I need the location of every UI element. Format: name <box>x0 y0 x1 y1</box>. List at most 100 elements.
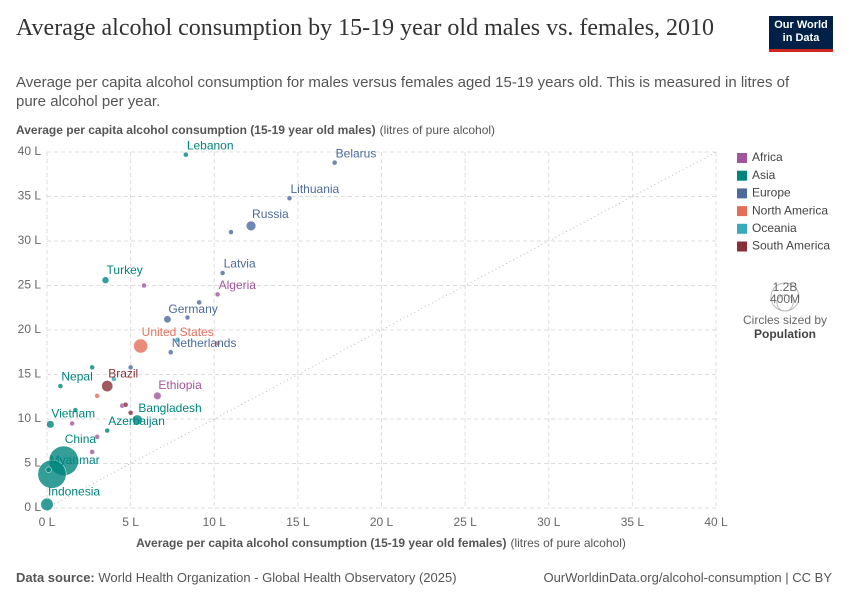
point <box>45 466 52 473</box>
x-tick-label: 35 L <box>621 515 645 529</box>
size-legend-circle <box>776 294 794 312</box>
point <box>111 376 117 382</box>
point <box>331 159 338 166</box>
y-tick-label: 15 L <box>18 367 42 381</box>
point <box>219 270 226 276</box>
y-tick-label: 25 L <box>18 278 42 292</box>
source-text[interactable]: World Health Organization - Global Healt… <box>98 570 457 585</box>
point <box>89 449 95 455</box>
point <box>214 340 221 347</box>
x-tick-label: 0 L <box>39 515 56 529</box>
logo-line: Our World <box>774 19 828 31</box>
legend-item[interactable]: Europe <box>737 186 791 200</box>
point <box>228 229 234 235</box>
legend-item[interactable]: Africa <box>737 150 783 164</box>
legend-label: Africa <box>752 150 783 164</box>
point <box>37 459 67 489</box>
legend-item[interactable]: North America <box>737 203 828 217</box>
legend-swatch <box>737 241 747 252</box>
point <box>94 434 100 440</box>
point <box>153 391 162 400</box>
logo[interactable]: Our World in Data <box>769 16 833 52</box>
y-tick-label: 10 L <box>18 411 42 425</box>
size-legend-variable: Population <box>754 327 816 341</box>
x-tick-label: 15 L <box>286 515 310 529</box>
legend-swatch <box>737 188 747 199</box>
point <box>40 497 54 511</box>
point-label: Myanmar <box>50 453 100 467</box>
size-legend-title: Circles sized by <box>743 313 827 327</box>
point-label: Turkey <box>107 263 143 277</box>
legend-item[interactable]: Oceania <box>737 221 797 235</box>
legend-label: Oceania <box>752 221 797 235</box>
point-label: Latvia <box>224 257 256 271</box>
x-tick-label: 5 L <box>122 515 139 529</box>
x-axis-label: Average per capita alcohol consumption (… <box>136 536 506 550</box>
point <box>89 364 95 371</box>
x-tick-label: 30 L <box>537 515 561 529</box>
source: Data source: World Health Organization -… <box>16 570 457 585</box>
y-tick-label: 35 L <box>18 189 42 203</box>
y-axis-label: Average per capita alcohol consumption (… <box>16 123 376 137</box>
point-label: Germany <box>168 302 217 316</box>
chart-title: Average alcohol consumption by 15-19 yea… <box>16 15 715 41</box>
point <box>133 338 149 354</box>
point <box>184 314 191 321</box>
legend-item[interactable]: Asia <box>737 168 776 182</box>
point <box>214 291 221 298</box>
point <box>127 364 134 371</box>
point <box>57 383 64 389</box>
source-label: Data source: <box>16 570 95 585</box>
point-label: Indonesia <box>48 484 100 498</box>
point <box>141 282 147 289</box>
point-label: United States <box>142 325 214 339</box>
y-tick-label: 5 L <box>24 456 41 470</box>
legend-item[interactable]: South America <box>737 239 830 253</box>
point-label: Lebanon <box>187 138 234 152</box>
legend-label: Asia <box>752 168 776 182</box>
y-tick-label: 20 L <box>18 322 42 336</box>
point-label: Nepal <box>61 370 92 384</box>
y-tick-label: 40 L <box>18 144 42 158</box>
x-axis-title: Average per capita alcohol consumption (… <box>136 536 626 550</box>
point <box>122 401 129 408</box>
point <box>101 276 110 284</box>
x-tick-label: 10 L <box>203 515 227 529</box>
point <box>163 315 172 324</box>
y-tick-label: 30 L <box>18 233 42 247</box>
legend-swatch <box>737 153 747 163</box>
y-tick-label: 0 L <box>24 500 41 514</box>
point-label: Lithuania <box>291 182 340 196</box>
size-legend-label: 1.2B <box>773 280 798 294</box>
y-axis-unit: (litres of pure alcohol) <box>380 123 495 137</box>
point-label: Russia <box>252 207 289 221</box>
logo-line: in Data <box>782 32 820 44</box>
point <box>104 427 110 434</box>
x-tick-label: 25 L <box>453 515 477 529</box>
point-label: Netherlands <box>172 336 237 350</box>
point <box>168 349 174 355</box>
legend-label: Europe <box>752 186 791 200</box>
legend-label: North America <box>752 203 828 217</box>
point-label: Brazil <box>108 367 138 381</box>
legend-swatch <box>737 206 747 217</box>
size-legend-label: 400M <box>770 292 800 306</box>
point <box>132 414 143 426</box>
point <box>101 380 114 392</box>
x-tick-label: 20 L <box>370 515 394 529</box>
point <box>127 410 134 416</box>
point <box>46 420 55 429</box>
point <box>72 407 79 413</box>
point <box>245 220 257 231</box>
legend-swatch <box>737 223 747 234</box>
x-axis-unit: (litres of pure alcohol) <box>510 536 625 550</box>
point-label: Bangladesh <box>138 401 201 415</box>
url[interactable]: OurWorldinData.org/alcohol-consumption |… <box>543 570 832 585</box>
point <box>69 420 75 427</box>
point-label: Belarus <box>336 146 377 160</box>
point-label: China <box>65 432 97 446</box>
point-label: Azerbaijan <box>108 414 165 428</box>
point <box>94 393 100 399</box>
